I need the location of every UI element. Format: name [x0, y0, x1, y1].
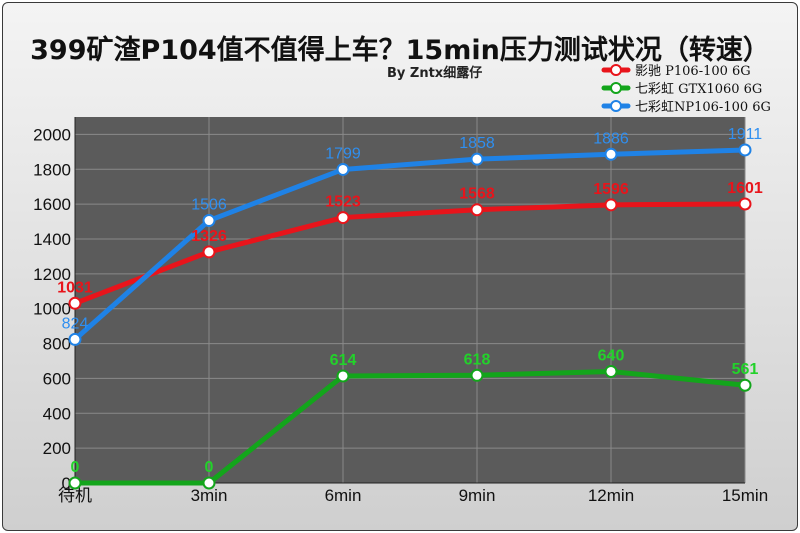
chart-subtitle: By Zntx细露仔 [387, 66, 483, 81]
data-point [470, 152, 484, 166]
data-point [68, 476, 82, 490]
legend-label: 七彩虹 GTX1060 6G [635, 82, 762, 97]
data-label: 1886 [593, 130, 629, 147]
data-point [738, 143, 752, 157]
data-point [604, 364, 618, 378]
data-label: 0 [205, 459, 214, 476]
data-label: 561 [732, 361, 759, 378]
data-point [68, 296, 82, 310]
plot-area [74, 117, 746, 484]
data-label: 1031 [57, 279, 93, 296]
data-point [738, 378, 752, 392]
data-label: 618 [464, 351, 491, 368]
data-point [202, 214, 216, 228]
data-label: 1799 [325, 145, 361, 162]
series-line [72, 201, 748, 306]
data-point [336, 162, 350, 176]
data-point [202, 245, 216, 259]
y-tick-label: 1000 [33, 300, 71, 319]
data-point [202, 476, 216, 490]
series-line [72, 147, 748, 342]
y-tick-label: 200 [43, 439, 71, 458]
data-label: 1326 [191, 228, 227, 245]
data-point [336, 369, 350, 383]
legend: 影驰 P106-100 6G 七彩虹 GTX1060 6G 七彩虹NP106-100… [601, 64, 771, 115]
data-label: 1596 [593, 181, 629, 198]
data-point [738, 197, 752, 211]
legend-marker [610, 100, 622, 112]
data-label: 1858 [459, 135, 495, 152]
y-tick-label: 400 [43, 404, 71, 423]
legend-label: 影驰 P106-100 6G [635, 64, 751, 79]
x-tick-label: 待机 [58, 486, 92, 505]
legend-marker [610, 82, 622, 94]
chart-title: 399矿渣P104值不值得上车？15min压力测试状况（转速） [30, 35, 770, 66]
data-point [604, 198, 618, 212]
data-point [68, 332, 82, 346]
data-label: 640 [598, 347, 625, 364]
data-point [470, 203, 484, 217]
y-tick-label: 0 [62, 474, 71, 493]
y-tick-label: 800 [43, 335, 71, 354]
x-tick-label: 9min [459, 486, 496, 505]
x-tick-label: 6min [325, 486, 362, 505]
plot-background [75, 117, 745, 483]
y-tick-label: 1200 [33, 265, 71, 284]
y-tick-label: 2000 [33, 125, 71, 144]
series-line [72, 368, 748, 486]
data-label: 1601 [727, 180, 763, 197]
legend-label: 七彩虹NP106-100 6G [635, 100, 771, 115]
y-tick-label: 1800 [33, 160, 71, 179]
series-lines [68, 143, 752, 490]
x-tick-label: 15min [722, 486, 768, 505]
data-point [336, 211, 350, 225]
data-label: 824 [62, 315, 89, 332]
data-label: 1506 [191, 197, 227, 214]
y-tick-label: 600 [43, 369, 71, 388]
y-tick-label: 1600 [33, 195, 71, 214]
data-label: 1911 [728, 126, 763, 143]
data-label: 614 [330, 352, 357, 369]
x-tick-label: 12min [588, 486, 634, 505]
x-tick-label: 3min [191, 486, 228, 505]
y-axis: 0 200 400 600 800 1000 1200 1400 1600 1800 2000 [33, 125, 71, 493]
x-axis: 待机 3min 6min 9min 12min 15min [58, 486, 768, 505]
data-point [604, 147, 618, 161]
data-label: 0 [71, 459, 80, 476]
data-labels: 1031 1326 1523 1568 1596 1601 0 0 614 618 640 561 82… [57, 126, 763, 476]
y-tick-label: 1400 [33, 230, 71, 249]
legend-marker [610, 64, 622, 76]
data-point [470, 368, 484, 382]
data-label: 1568 [459, 186, 495, 203]
data-label: 1523 [325, 194, 361, 211]
